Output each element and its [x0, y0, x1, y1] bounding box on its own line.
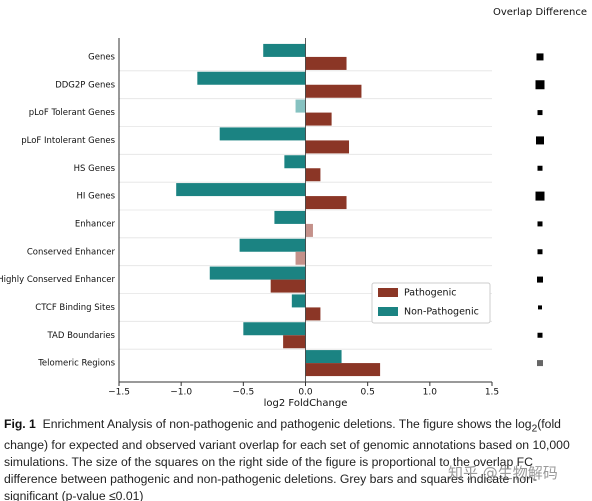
x-tick-label: −1.5	[108, 388, 130, 398]
caption-subscript: 2	[531, 423, 538, 435]
bar	[243, 322, 306, 336]
bar	[295, 251, 306, 265]
overlap-square	[537, 360, 543, 367]
bar	[305, 223, 313, 237]
y-tick-label: pLoF Tolerant Genes	[29, 108, 116, 118]
caption: Fig. 1 Enrichment Analysis of non-pathog…	[4, 416, 588, 501]
caption-text: (fold change) for expected and observed …	[4, 417, 570, 501]
bar	[305, 196, 347, 210]
legend-swatch	[378, 288, 398, 297]
x-tick-label: −1.0	[170, 388, 192, 398]
bar	[263, 43, 306, 57]
bar	[305, 56, 347, 70]
caption-text: Enrichment Analysis of non-pathogenic an…	[42, 417, 532, 431]
bar	[219, 127, 306, 141]
bar	[295, 99, 306, 113]
bar	[305, 168, 321, 182]
y-tick-label: Enhancer	[75, 219, 116, 229]
y-tick-label: HS Genes	[74, 164, 116, 174]
chart: Overlap Difference log2 FoldChange −1.5 −…	[0, 7, 587, 409]
overlap-square	[537, 110, 543, 116]
bar	[305, 307, 321, 321]
bar	[305, 84, 362, 98]
bar	[270, 279, 306, 293]
legend-label: Non-Pathogenic	[404, 307, 479, 318]
caption-label: Fig. 1	[4, 417, 36, 431]
overlap-square	[538, 305, 542, 310]
x-tick-label: 0.5	[361, 388, 375, 398]
overlap-square	[537, 276, 543, 283]
overlap-square	[537, 332, 543, 338]
overlap-square	[537, 249, 543, 255]
y-tick-label: Conserved Enhancer	[27, 247, 116, 257]
bar	[209, 266, 306, 280]
y-tick-label: DDG2P Genes	[55, 80, 115, 90]
y-tick-label: pLoF Intolerant Genes	[21, 136, 115, 146]
overlap-square	[536, 53, 544, 61]
bar	[291, 294, 306, 308]
bar	[283, 335, 306, 349]
bar	[305, 363, 381, 377]
x-tick-label: 0.0	[298, 388, 313, 398]
bar	[284, 155, 306, 169]
x-axis-label: log2 FoldChange	[264, 398, 348, 409]
y-tick-label: HI Genes	[77, 192, 116, 202]
overlap-square	[536, 136, 544, 145]
x-tick-label: −0.5	[232, 388, 254, 398]
bar	[239, 238, 306, 252]
overlap-square	[537, 221, 543, 227]
x-tick-label: 1.0	[423, 388, 438, 398]
y-tick-label: CTCF Binding Sites	[35, 303, 115, 313]
bar	[176, 183, 306, 197]
legend-label: Pathogenic	[404, 288, 456, 299]
overlap-square	[537, 165, 543, 171]
bar	[305, 140, 350, 154]
bar	[274, 210, 306, 224]
y-tick-label: Telomeric Regions	[37, 359, 115, 369]
y-tick-label: Highly Conserved Enhancer	[0, 275, 115, 285]
overlap-square	[535, 191, 545, 201]
overlap-square	[535, 80, 545, 90]
bar	[305, 112, 332, 126]
bar	[197, 71, 306, 85]
legend-swatch	[378, 307, 398, 316]
x-tick-label: 1.5	[485, 388, 499, 398]
bar	[305, 350, 342, 364]
legend-box	[371, 282, 491, 324]
y-tick-label: TAD Boundaries	[46, 331, 115, 341]
watermark: 知乎 @生物解码	[448, 464, 558, 482]
y-tick-label: Genes	[88, 52, 115, 62]
overlap-title: Overlap Difference	[493, 7, 587, 18]
